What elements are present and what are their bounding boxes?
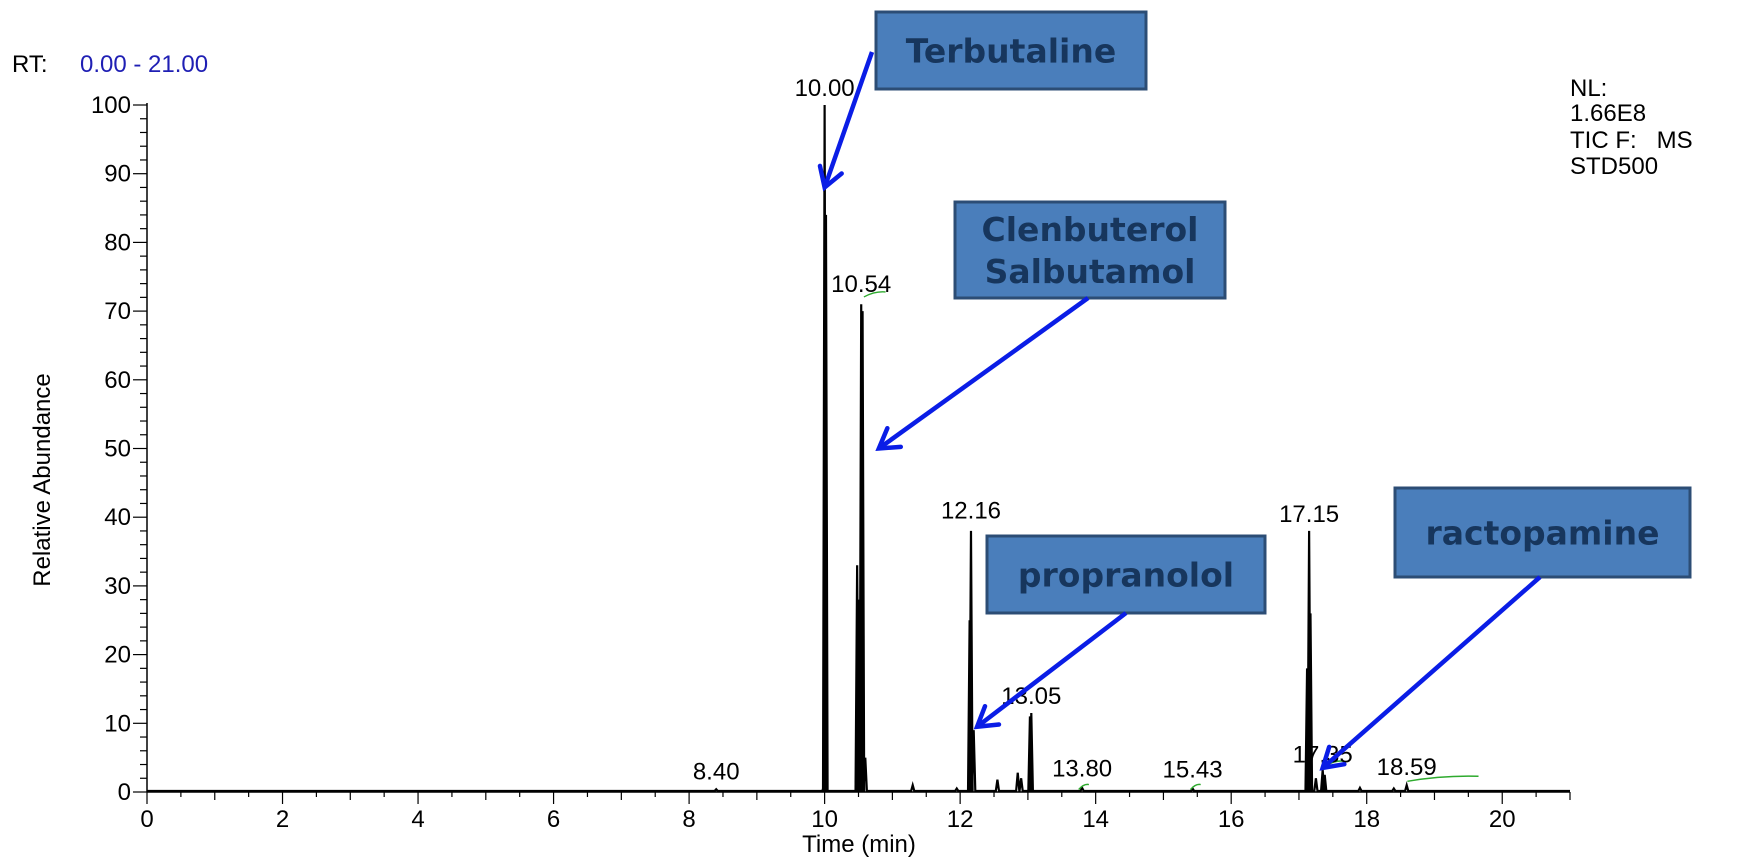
x-tick-label: 10 [811,806,838,833]
integration-mark [863,291,886,298]
integration-mark [1189,783,1201,790]
rt-range: 0.00 - 21.00 [80,51,208,78]
annotation-callout: propranolol [973,534,1267,730]
y-tick-label: 90 [104,161,131,188]
y-tick-label: 50 [104,436,131,463]
chromatogram-trace [147,104,1570,793]
annotation-text: Salbutamol [985,252,1196,291]
y-tick-label: 30 [104,573,131,600]
annotation-box [953,200,1227,300]
arrow-head [1319,744,1347,771]
x-axis-label: Time (min) [802,831,916,858]
x-tick-label: 2 [276,806,289,833]
arrow-head [973,703,1002,730]
rt-label: RT: [12,51,48,78]
x-tick-label: 0 [140,806,153,833]
nl-value: 1.66E8 [1570,100,1646,127]
arrow-head [817,163,844,192]
y-tick-label: 20 [104,642,131,669]
annotation-callout: Terbutaline [817,10,1148,192]
x-tick-label: 20 [1489,806,1516,833]
peak-label: 17.15 [1279,501,1339,528]
peak-label: 8.40 [693,759,740,786]
annotation-box [1393,486,1692,579]
annotation-callout: ractopamine [1319,486,1692,771]
arrow-head [875,425,904,452]
x-tick-label: 18 [1353,806,1380,833]
annotation-text: propranolol [1018,556,1234,595]
y-tick-label: 40 [104,504,131,531]
nl-label: NL: [1570,75,1607,102]
peak-label: 18.59 [1377,754,1437,781]
annotation-text: Terbutaline [906,32,1116,71]
peak-label: 12.16 [941,498,1001,525]
annotation-arrow [1321,575,1542,770]
file-name: STD500 [1570,153,1658,180]
x-tick-label: 16 [1218,806,1245,833]
peak-label: 10.00 [795,75,855,102]
annotation-box [985,534,1267,615]
annotation-text: Clenbuterol [982,210,1199,249]
y-tick-label: 80 [104,229,131,256]
y-tick-label: 100 [91,92,131,119]
y-tick-label: 60 [104,367,131,394]
annotation-box [874,10,1148,91]
x-tick-label: 4 [411,806,424,833]
annotation-text: ractopamine [1425,514,1659,553]
y-tick-label: 70 [104,298,131,325]
x-tick-label: 12 [947,806,974,833]
integration-mark [1407,775,1479,782]
x-tick-label: 6 [547,806,560,833]
y-axis-label: Relative Abundance [29,373,56,587]
x-tick-label: 14 [1082,806,1109,833]
peak-label: 10.54 [831,271,891,298]
peak-label: 13.80 [1052,755,1112,782]
peak-label: 15.43 [1163,757,1223,784]
annotation-arrow [975,611,1128,729]
x-tick-label: 8 [682,806,695,833]
axis-ticks: 0 10 20 30 40 50 60 70 80 90 100 0 2 4 6 8 10 12 14 16 18 20 [91,92,1571,833]
trace-line [147,104,1570,793]
tic-filter-line: TIC F: MS [1570,127,1693,154]
annotation-arrow [877,296,1090,451]
y-tick-label: 10 [104,710,131,737]
annotation-arrow [822,51,875,189]
y-tick-label: 0 [118,779,131,806]
integration-mark [1078,783,1090,790]
